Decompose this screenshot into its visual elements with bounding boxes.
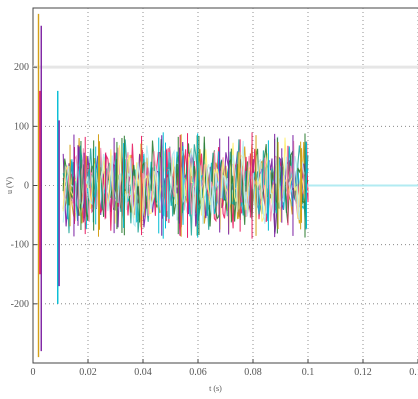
x-tick-label: 0.06 [189, 367, 207, 378]
y-tick-label: -100 [11, 240, 29, 251]
x-tick-label: 0.04 [134, 367, 152, 378]
x-tick-label: 0.14 [409, 367, 418, 378]
plot-area [32, 7, 418, 364]
x-axis-label: t (s) [209, 384, 222, 393]
series-trace [62, 137, 309, 233]
y-tick-label: 0 [24, 181, 29, 192]
x-tick-label: 0.02 [79, 367, 97, 378]
x-tick-label: 0.1 [302, 367, 315, 378]
y-tick-label: -200 [11, 299, 29, 310]
y-tick-label: 100 [14, 121, 29, 132]
x-tick-label: 0 [31, 367, 36, 378]
x-tick-label: 0.08 [244, 367, 262, 378]
y-axis-label: u (V) [5, 177, 14, 194]
y-tick-label: 200 [14, 62, 29, 73]
x-tick-label: 0.12 [354, 367, 372, 378]
series-trace [62, 136, 309, 228]
